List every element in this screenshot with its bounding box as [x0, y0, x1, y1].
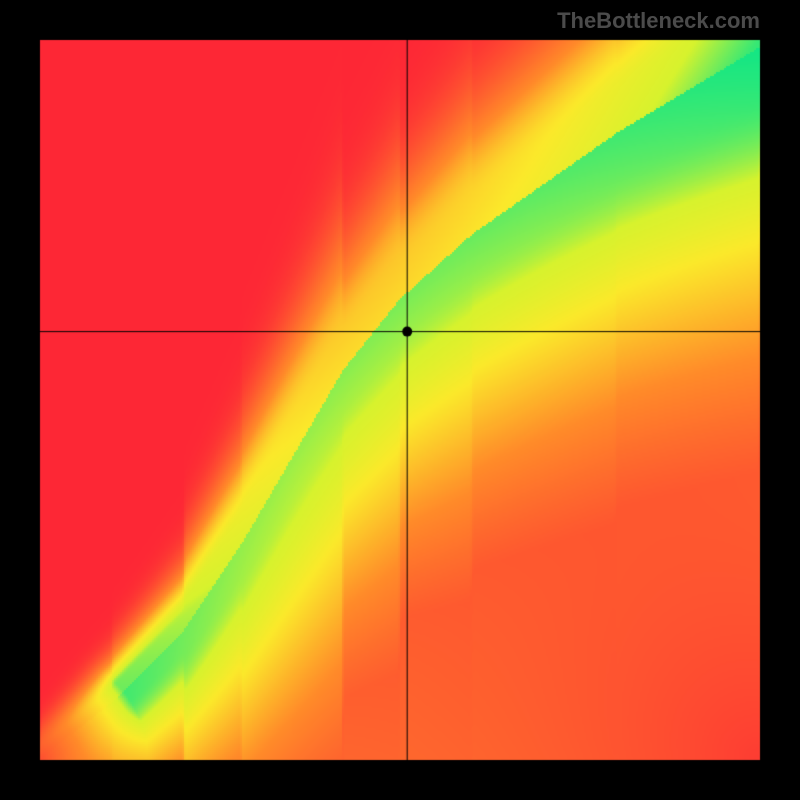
- heatmap-canvas: [0, 0, 800, 800]
- watermark-text: TheBottleneck.com: [557, 8, 760, 34]
- chart-container: TheBottleneck.com: [0, 0, 800, 800]
